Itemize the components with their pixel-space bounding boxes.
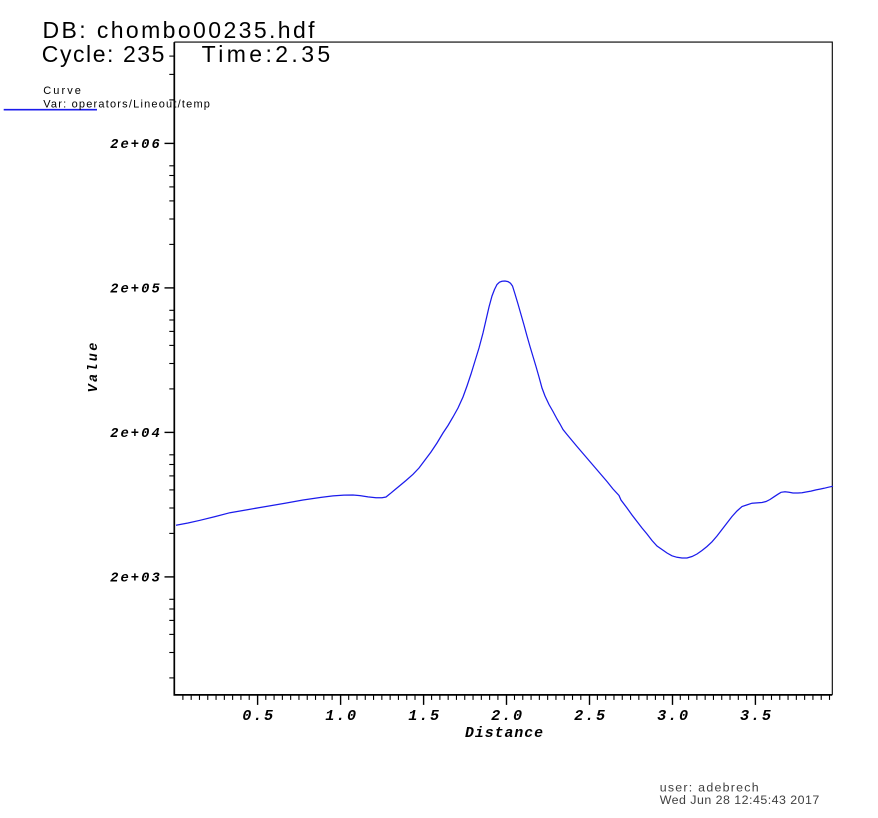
svg-text:Var: operators/Lineout/temp: Var: operators/Lineout/temp [43, 99, 211, 111]
svg-text:1.5: 1.5 [408, 707, 441, 725]
svg-text:2.5: 2.5 [574, 707, 607, 725]
svg-text:3.0: 3.0 [657, 707, 690, 725]
svg-text:2e+05: 2e+05 [110, 283, 162, 298]
svg-text:Wed Jun 28 12:45:43 2017: Wed Jun 28 12:45:43 2017 [660, 793, 820, 807]
svg-text:DB: chombo00235.hdf: DB: chombo00235.hdf [43, 17, 317, 43]
svg-text:Distance: Distance [465, 726, 544, 742]
svg-text:0.5: 0.5 [242, 707, 275, 725]
svg-text:2e+04: 2e+04 [110, 427, 162, 442]
svg-text:2e+03: 2e+03 [110, 572, 162, 587]
svg-text:Cycle: 235: Cycle: 235 [42, 41, 166, 67]
svg-text:Time:2.35: Time:2.35 [202, 41, 334, 67]
svg-text:Curve: Curve [43, 85, 83, 97]
svg-text:2.0: 2.0 [491, 707, 524, 725]
svg-text:Value: Value [87, 340, 102, 392]
svg-text:1.0: 1.0 [325, 707, 358, 725]
svg-text:user: adebrech: user: adebrech [660, 781, 760, 795]
svg-text:2e+06: 2e+06 [110, 138, 162, 153]
svg-text:3.5: 3.5 [740, 707, 773, 725]
